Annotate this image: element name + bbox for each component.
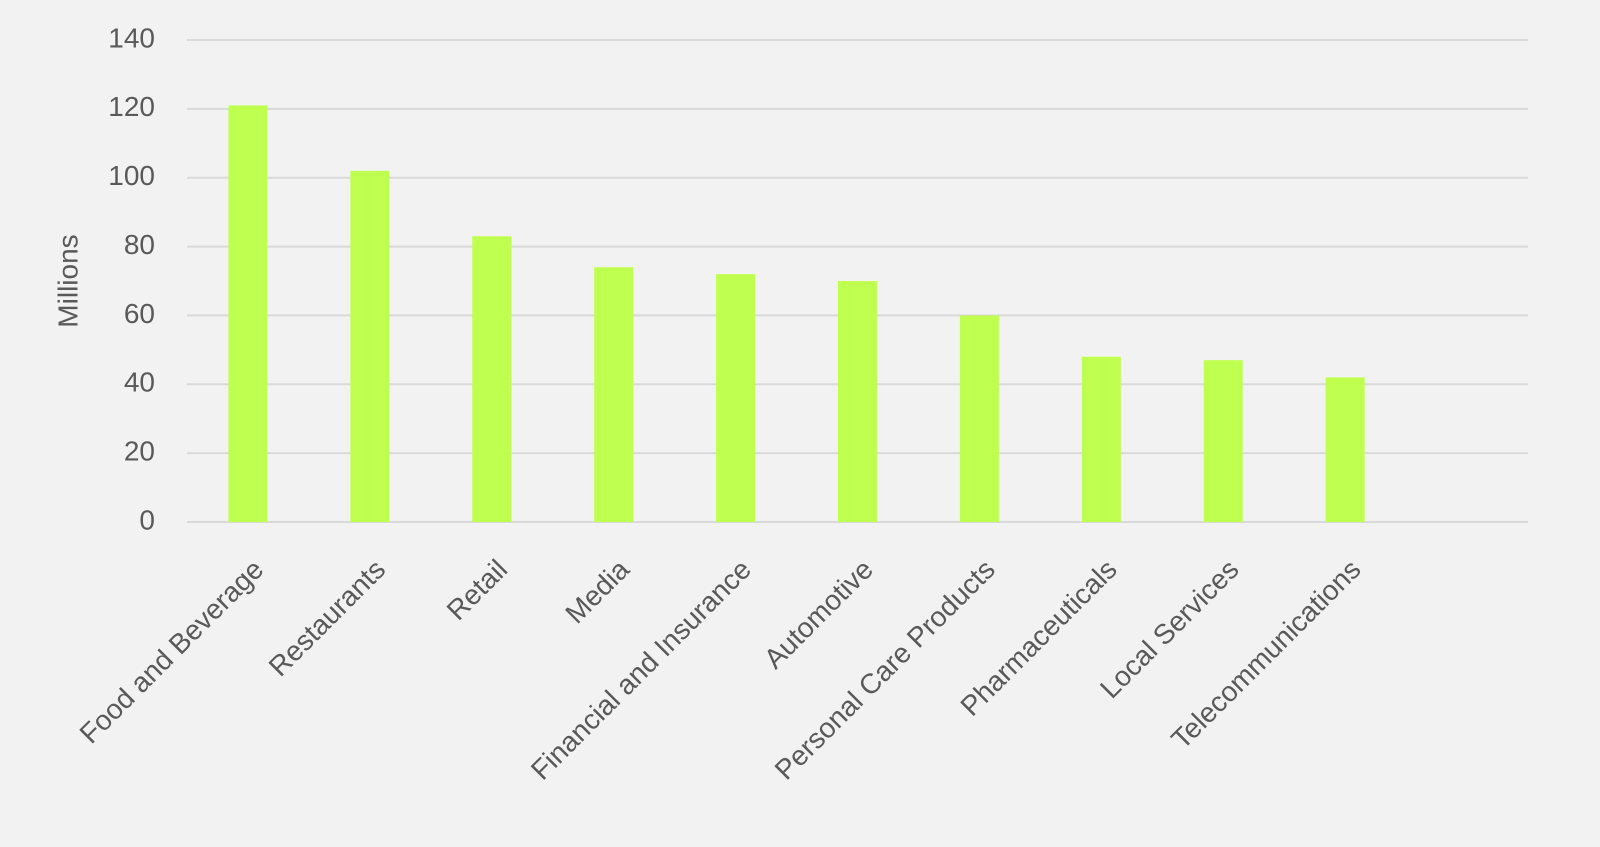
bar xyxy=(1081,356,1121,522)
bar xyxy=(959,315,999,522)
y-tick-label: 140 xyxy=(108,22,155,53)
y-tick-label: 60 xyxy=(124,298,155,329)
bar xyxy=(594,267,634,522)
bar xyxy=(1203,360,1243,522)
y-tick-label: 120 xyxy=(108,91,155,122)
y-tick-label: 20 xyxy=(124,436,155,467)
bar xyxy=(837,281,878,522)
y-tick-label: 40 xyxy=(124,367,155,398)
y-tick-label: 80 xyxy=(124,229,155,260)
y-tick-label: 0 xyxy=(139,504,155,535)
y-axis-label: Millions xyxy=(52,234,83,327)
y-tick-label: 100 xyxy=(108,160,155,191)
bar xyxy=(228,105,268,523)
bar xyxy=(1325,377,1365,522)
bar xyxy=(716,274,756,522)
bar xyxy=(472,236,512,522)
bar xyxy=(350,170,390,523)
